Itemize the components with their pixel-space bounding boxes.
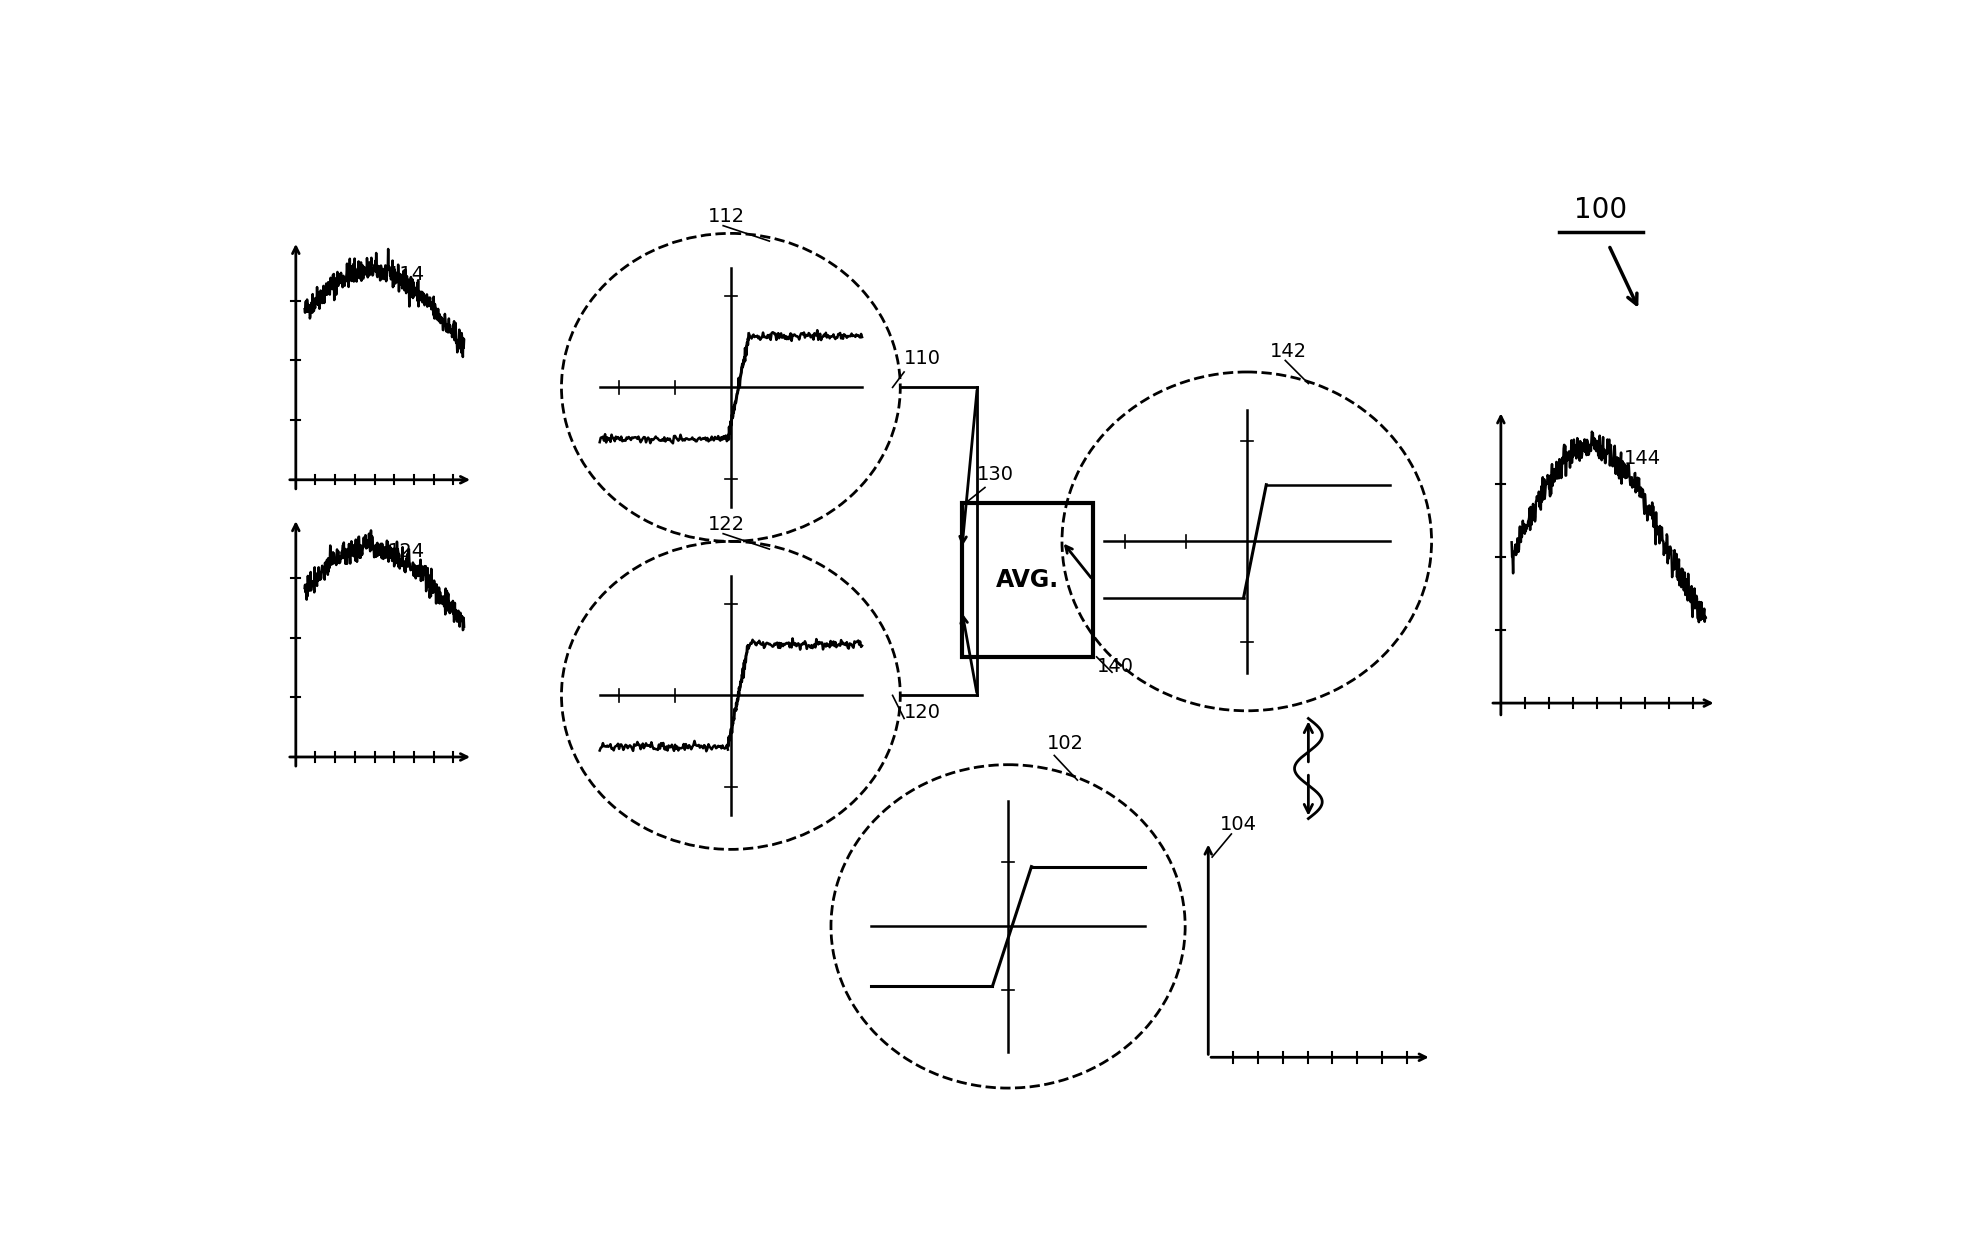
Text: 102: 102 bbox=[1046, 735, 1083, 753]
Text: 100: 100 bbox=[1574, 196, 1628, 224]
Text: 124: 124 bbox=[388, 541, 425, 561]
Text: 110: 110 bbox=[905, 349, 940, 368]
Text: AVG.: AVG. bbox=[996, 567, 1060, 592]
Text: 114: 114 bbox=[388, 265, 425, 284]
Text: 142: 142 bbox=[1270, 342, 1306, 361]
Text: 112: 112 bbox=[708, 207, 746, 225]
Text: 140: 140 bbox=[1097, 657, 1133, 676]
Text: 120: 120 bbox=[905, 704, 940, 722]
Text: 144: 144 bbox=[1624, 450, 1662, 468]
Text: 122: 122 bbox=[708, 515, 746, 534]
FancyBboxPatch shape bbox=[962, 503, 1093, 657]
Text: 130: 130 bbox=[978, 465, 1014, 483]
Text: 104: 104 bbox=[1221, 815, 1256, 834]
